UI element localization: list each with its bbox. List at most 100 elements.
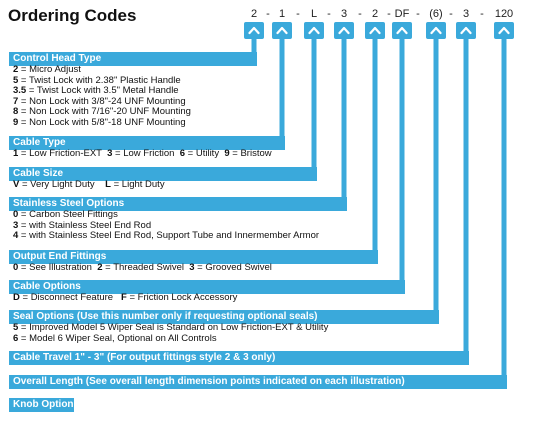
section-header: Cable Size: [9, 167, 317, 181]
option-line: 0 = Carbon Steel Fittings: [13, 209, 319, 221]
chevron-up-icon: [244, 22, 264, 39]
code-value: DF: [394, 8, 410, 20]
option-text: = Carbon Steel Fittings: [18, 209, 118, 220]
code-value: 2: [250, 8, 258, 20]
option-code: 3: [189, 262, 195, 273]
option-text: = Twist Lock with 2.38" Plastic Handle: [18, 74, 181, 86]
option-line: 2 = Micro Adjust: [13, 64, 191, 76]
option-text: = Model 6 Wiper Seal, Optional on All Co…: [18, 332, 217, 344]
option-text: = Threaded Swivel: [102, 262, 190, 273]
option-line: D = Disconnect Feature F = Friction Lock…: [13, 292, 238, 304]
option-code: 0: [13, 262, 19, 273]
section-options: 1 = Low Friction-EXT 3 = Low Friction 6 …: [13, 148, 272, 160]
section-header: Seal Options (Use this number only if re…: [9, 310, 439, 324]
chevron-up-icon: [365, 22, 385, 39]
option-text: = Grooved Swivel: [194, 262, 272, 273]
option-text: = Light Duty: [110, 179, 165, 190]
option-text: = Utility: [185, 148, 225, 159]
chevron-up-icon: [304, 22, 324, 39]
code-separator: -: [449, 8, 453, 20]
connector-line: [279, 36, 285, 143]
option-code: 3: [107, 148, 113, 159]
option-line: 9 = Non Lock with 5/8"-18 UNF Mounting: [13, 116, 191, 129]
option-line: 3 = with Stainless Steel End Rod: [13, 219, 319, 232]
section-options: 2 = Micro Adjust 5 = Twist Lock with 2.38…: [13, 64, 191, 129]
code-separator: -: [416, 8, 420, 20]
code-value: 3: [340, 8, 348, 20]
code-separator: -: [358, 8, 362, 20]
option-line: V = Very Light Duty L = Light Duty: [13, 179, 165, 191]
code-value: 1: [278, 8, 286, 20]
option-code: 6: [13, 332, 19, 344]
option-text: = Twist Lock with 3.5" Metal Handle: [26, 85, 179, 96]
option-text: = Improved Model 5 Wiper Seal is Standar…: [18, 322, 329, 333]
section-header: Output End Fittings: [9, 250, 378, 264]
section-options: 0 = Carbon Steel Fittings 3 = with Stainl…: [13, 209, 320, 242]
chevron-up-icon: [334, 22, 354, 39]
code-value: 120: [494, 8, 514, 20]
code-value: (6): [429, 8, 443, 20]
option-code: 2: [97, 262, 103, 273]
section-options: V = Very Light Duty L = Light Duty: [13, 179, 165, 191]
option-code: 4: [13, 230, 19, 241]
option-text: = Disconnect Feature: [19, 292, 121, 303]
option-code: 2: [13, 64, 19, 75]
code-value: 2: [371, 8, 379, 20]
chevron-up-icon: [426, 22, 446, 39]
section-options: D = Disconnect Feature F = Friction Lock…: [13, 292, 238, 304]
code-sequence: 2-1- L -3-2- DF - (6) -3-120: [0, 0, 560, 30]
code-separator: -: [480, 8, 484, 20]
option-code: L: [105, 179, 111, 190]
option-code: 0: [13, 209, 19, 220]
section-options: 0 = See Illustration 2 = Threaded Swivel…: [13, 262, 272, 274]
connector-line: [251, 36, 257, 59]
option-text: = Bristow: [229, 148, 272, 159]
code-separator: -: [296, 8, 300, 20]
option-line: 6 = Model 6 Wiper Seal, Optional on All …: [13, 332, 328, 345]
option-code: 1: [13, 148, 19, 159]
option-text: = Non Lock with 5/8"-18 UNF Mounting: [18, 116, 186, 128]
section-header: Stainless Steel Options: [9, 197, 347, 211]
option-line: 1 = Low Friction-EXT 3 = Low Friction 6 …: [13, 148, 272, 160]
code-separator: -: [387, 8, 391, 20]
option-line: 5 = Twist Lock with 2.38" Plastic Handle: [13, 74, 191, 87]
chevron-up-icon: [272, 22, 292, 39]
code-separator: -: [327, 8, 331, 20]
option-code: 8: [13, 106, 19, 117]
connector-line: [463, 36, 469, 358]
option-text: = with Stainless Steel End Rod, Support …: [18, 230, 320, 241]
option-code: F: [121, 292, 127, 303]
connector-line: [399, 36, 405, 287]
option-code: 9: [13, 116, 19, 128]
option-text: = Micro Adjust: [18, 64, 81, 75]
option-text: = See Illustration: [18, 262, 98, 273]
section-options: 5 = Improved Model 5 Wiper Seal is Stand…: [13, 322, 329, 345]
section-header: Control Head Type: [9, 52, 257, 66]
option-code: D: [13, 292, 20, 303]
option-text: = Low Friction-EXT: [18, 148, 108, 159]
code-value: 3: [462, 8, 470, 20]
section-header: Overall Length (See overall length dimen…: [9, 375, 507, 389]
option-text: = Low Friction: [112, 148, 180, 159]
option-text: = Non Lock with 3/8"-24 UNF Mounting: [18, 95, 186, 107]
option-text: = Very Light Duty: [19, 179, 106, 190]
option-line: 4 = with Stainless Steel End Rod, Suppor…: [13, 230, 320, 242]
code-value: L: [310, 8, 318, 20]
option-line: 8 = Non Lock with 7/16"-20 UNF Mounting: [13, 106, 191, 118]
option-code: 5: [13, 74, 19, 86]
chevron-up-icon: [392, 22, 412, 39]
option-line: 0 = See Illustration 2 = Threaded Swivel…: [13, 262, 272, 274]
section-header: Cable Travel 1" - 3" (For output fitting…: [9, 351, 469, 365]
connector-line: [311, 36, 317, 174]
section-header: Cable Type: [9, 136, 285, 150]
section-header: Cable Options: [9, 280, 405, 294]
option-text: = Friction Lock Accessory: [126, 292, 238, 303]
connector-line: [433, 36, 439, 317]
option-code: 7: [13, 95, 19, 107]
option-code: 3: [13, 219, 19, 231]
option-code: V: [13, 179, 20, 190]
option-line: 5 = Improved Model 5 Wiper Seal is Stand…: [13, 322, 329, 334]
page-title: Ordering Codes: [8, 6, 137, 25]
section-header: Knob Option: [9, 398, 74, 412]
option-code: 6: [179, 148, 186, 159]
